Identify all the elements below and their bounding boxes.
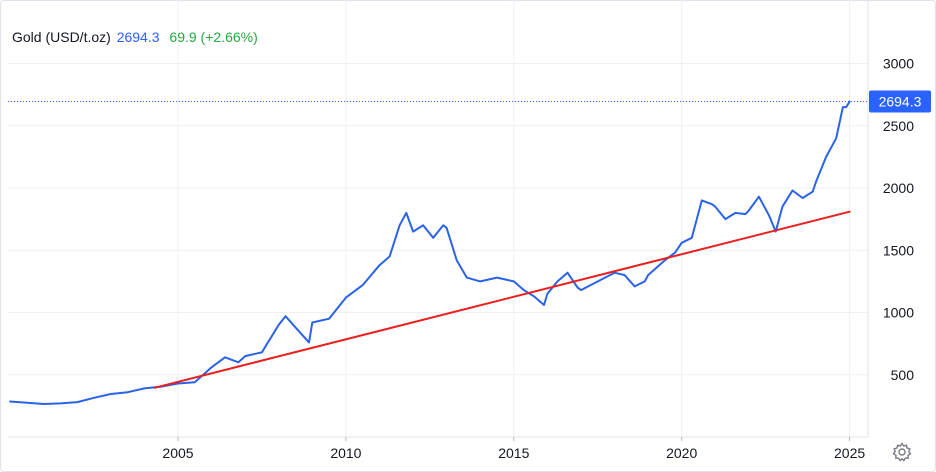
y-tick-label: 1000	[883, 305, 914, 321]
series-layer	[9, 100, 851, 405]
x-tick-label: 2015	[498, 445, 529, 461]
y-tick-label: 2000	[883, 180, 914, 196]
last-price-marker: 2694.3	[8, 90, 931, 113]
price-series-line	[9, 100, 851, 405]
x-tick-label: 2025	[834, 445, 865, 461]
y-tick-label: 2500	[883, 118, 914, 134]
last-price-tag-label: 2694.3	[879, 94, 922, 110]
legend-symbol: Gold (USD/t.oz)	[12, 29, 111, 45]
y-axis: 500 1000 1500 2000 2500 3000	[883, 56, 914, 383]
legend: Gold (USD/t.oz) 2694.3 69.9 (+2.66%)	[12, 29, 258, 45]
grid-layer	[8, 0, 869, 438]
trendline	[153, 210, 851, 389]
settings-gear-icon[interactable]	[891, 441, 913, 463]
x-tick-label: 2010	[330, 445, 361, 461]
y-tick-label: 1500	[883, 242, 914, 258]
y-tick-label: 500	[891, 367, 915, 383]
x-tick-label: 2005	[162, 445, 193, 461]
legend-change: 69.9 (+2.66%)	[169, 29, 258, 45]
y-tick-label: 3000	[883, 56, 914, 72]
x-tick-label: 2020	[666, 445, 697, 461]
legend-last-value: 2694.3	[116, 29, 160, 45]
last-price-tag	[869, 90, 931, 113]
x-axis: 2005 2010 2015 2020 2025	[162, 437, 865, 461]
